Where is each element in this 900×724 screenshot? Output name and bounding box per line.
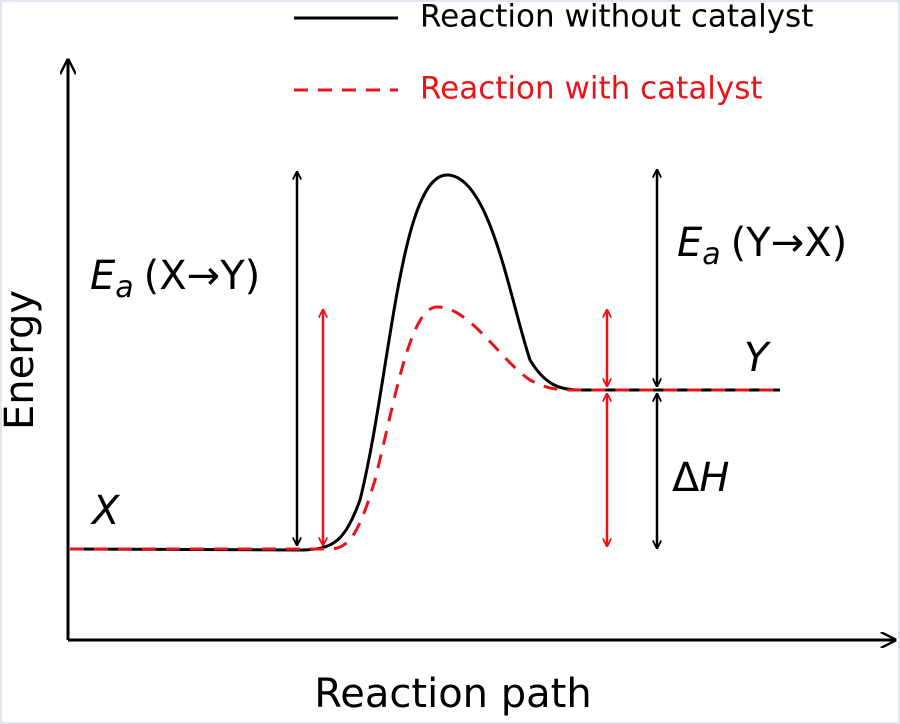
dh-symbol: H [699, 455, 729, 501]
x-axis-label: Reaction path [314, 671, 591, 717]
uncatalyzed-curve [69, 173, 780, 552]
ea-label: Ea (Y→X) [677, 220, 847, 272]
catalyzed-curve [70, 305, 780, 551]
dh-delta: Δ [672, 455, 700, 501]
state-label: X [90, 488, 121, 534]
ea-text: (Y→X) [731, 220, 848, 266]
y-axis-label: Energy [0, 290, 43, 430]
ea-text: (X→Y) [144, 253, 261, 299]
legend-label: Reaction without catalyst [420, 0, 813, 35]
dh-label: ΔH [672, 455, 729, 501]
ea-label: Ea (X→Y) [90, 253, 260, 305]
ea-symbol: E [90, 253, 116, 299]
legend-label: Reaction with catalyst [420, 71, 763, 107]
ea-symbol: E [677, 220, 703, 266]
ea-subscript: a [115, 270, 133, 305]
state-label: Y [744, 335, 772, 381]
ea-subscript: a [702, 237, 720, 272]
